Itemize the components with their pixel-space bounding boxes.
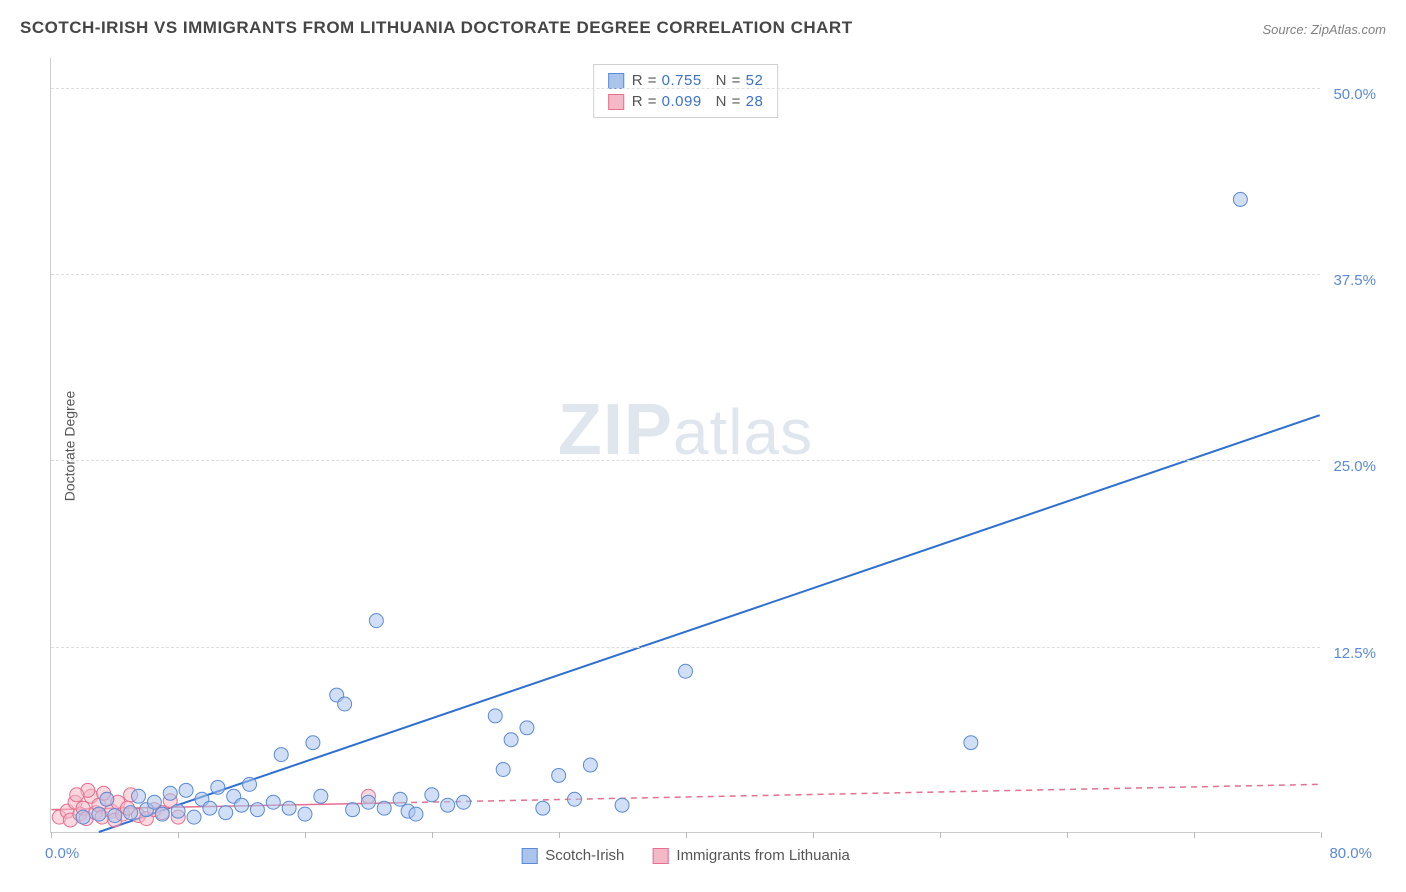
source-attribution: Source: ZipAtlas.com [1262,22,1386,37]
series-legend-item: Immigrants from Lithuania [652,847,849,864]
x-tick [51,832,52,838]
x-tick [686,832,687,838]
x-axis-max-label: 80.0% [1329,845,1372,862]
legend-swatch [608,94,624,110]
legend-swatch [652,848,668,864]
x-tick [1194,832,1195,838]
x-axis-min-label: 0.0% [45,845,79,862]
stat-r-label: R = 0.755 N = 52 [632,72,764,89]
stat-legend: R = 0.755 N = 52 R = 0.099 N = 28 [593,64,779,118]
y-tick-label: 50.0% [1333,86,1376,103]
x-tick [940,832,941,838]
stat-r-label: R = 0.099 N = 28 [632,93,764,110]
y-tick-label: 25.0% [1333,458,1376,475]
x-tick [432,832,433,838]
plot-area: ZIPatlas R = 0.755 N = 52R = 0.099 N = 2… [50,58,1320,833]
x-tick [305,832,306,838]
chart-svg [51,58,1320,832]
series-name: Immigrants from Lithuania [676,847,849,864]
chart-title: SCOTCH-IRISH VS IMMIGRANTS FROM LITHUANI… [20,18,853,38]
y-tick-label: 12.5% [1333,645,1376,662]
gridline-h [51,460,1320,461]
stat-legend-row: R = 0.099 N = 28 [608,91,764,112]
x-tick [813,832,814,838]
gridline-h [51,647,1320,648]
y-tick-label: 37.5% [1333,272,1376,289]
x-tick [559,832,560,838]
gridline-h [51,274,1320,275]
legend-swatch [608,73,624,89]
gridline-h [51,88,1320,89]
series-legend-item: Scotch-Irish [521,847,624,864]
x-tick [1321,832,1322,838]
series-name: Scotch-Irish [545,847,624,864]
x-tick [1067,832,1068,838]
series-legend: Scotch-Irish Immigrants from Lithuania [521,847,850,864]
legend-swatch [521,848,537,864]
x-tick [178,832,179,838]
